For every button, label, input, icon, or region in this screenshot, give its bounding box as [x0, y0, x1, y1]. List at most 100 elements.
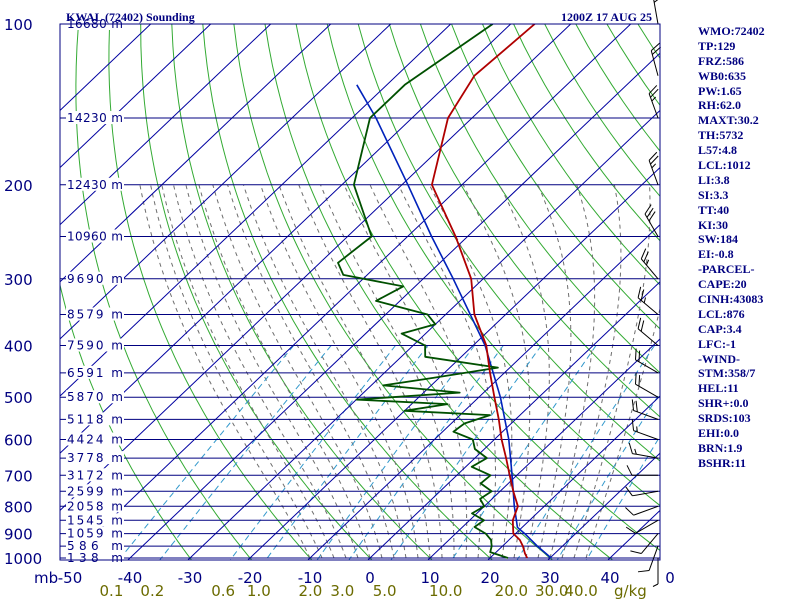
height-label-bg: [66, 338, 124, 352]
index-item: LI:3.8: [698, 172, 730, 187]
height-label-bg: [66, 390, 124, 404]
height-label: 5118 m: [67, 412, 123, 426]
dry-adiabat-line: [60, 282, 193, 560]
dry-adiabat-line: [482, 24, 660, 286]
index-item: SHR+:0.0: [698, 396, 749, 411]
dry-adiabat-line: [108, 24, 313, 560]
isotherm-line: [487, 395, 660, 560]
index-item: TP:129: [698, 38, 736, 53]
pressure-tick-label: 500: [4, 389, 33, 407]
wind-barb: [630, 533, 659, 555]
wind-barb: [631, 419, 659, 440]
height-label: 10960 m: [67, 229, 123, 243]
temperature-tick-label: 40: [600, 569, 619, 587]
isotherm-line: [60, 24, 272, 226]
mixing-ratio-line: [585, 435, 660, 560]
mixing-ratio-line: [390, 345, 542, 560]
height-label: 2058 m: [67, 499, 123, 513]
barb-staff: [640, 258, 659, 280]
mixing-ratio-tick-label: 0.1: [100, 582, 124, 600]
barb-flag: [631, 419, 635, 431]
wind-barb: [625, 486, 659, 497]
isotherm-line: [60, 24, 392, 340]
index-item: LCL:1012: [698, 158, 751, 173]
barb-flag: [650, 88, 659, 98]
mixing-ratio-tick-label: 10.0: [429, 582, 462, 600]
dry-adiabat-line: [451, 24, 660, 330]
height-label: 1545 m: [67, 513, 123, 527]
barb-flag: [638, 350, 641, 362]
barb-flag: [650, 42, 660, 51]
index-item: SI:3.3: [698, 187, 729, 202]
wind-barb: [631, 399, 659, 420]
height-label: 9690 m: [67, 272, 123, 286]
wind-barb: [652, 558, 659, 587]
moist-adiabat-line: [462, 184, 531, 559]
height-label: 12430 m: [67, 178, 123, 192]
pressure-tick-label: 300: [4, 271, 33, 289]
mixing-ratio-line: [118, 345, 295, 560]
mixing-ratio-line: [316, 345, 475, 560]
index-item: SW:184: [698, 232, 739, 247]
index-item: CAPE:20: [698, 277, 747, 292]
dry-adiabat-line: [575, 24, 660, 152]
index-item: RH:62.0: [698, 98, 741, 113]
wind-barb: [644, 204, 659, 237]
temperature-tick-label: -40: [118, 569, 143, 587]
temperature-trace: [431, 24, 536, 559]
barb-flag: [626, 465, 633, 476]
barb-staff: [644, 213, 659, 237]
wind-barb: [634, 348, 659, 374]
barb-flag: [653, 0, 664, 3]
isotherm-line: [307, 223, 660, 560]
barb-staff: [633, 410, 659, 420]
sounding-profiles: [337, 24, 552, 559]
pressure-tick-label: 1000: [4, 550, 42, 568]
temperature-tick-label: 0: [665, 569, 675, 587]
barb-flag: [637, 286, 642, 298]
dry-adiabat-line: [793, 24, 800, 569]
dry-adiabat-line: [326, 24, 660, 507]
height-label-bg: [66, 365, 124, 379]
height-label-bg: [66, 432, 124, 446]
dry-adiabat-line: [171, 24, 433, 560]
barb-staff: [635, 359, 659, 374]
moist-adiabat-line: [343, 184, 468, 559]
barb-flag: [634, 348, 637, 360]
mixing-ratio-tick-label: 1.0: [247, 582, 271, 600]
temperature-tick-label: -20: [238, 569, 263, 587]
isotherm-line: [67, 24, 632, 560]
barb-flag: [640, 320, 645, 332]
wind-barb: [637, 317, 659, 346]
mixing-ratio-line: [516, 345, 655, 560]
barb-flag: [644, 204, 652, 215]
temperature-tick-label: 20: [480, 569, 499, 587]
pressure-tick-label: 800: [4, 498, 33, 516]
index-item: LFC:-1: [698, 336, 736, 351]
index-item: MAXT:30.2: [698, 113, 759, 128]
dry-adiabat-line: [264, 24, 614, 560]
isotherm-line: [247, 166, 660, 560]
pressure-tick-label: 700: [4, 467, 33, 485]
barb-flag: [650, 155, 659, 165]
barb-staff: [637, 328, 659, 346]
index-item: WB0:635: [698, 68, 746, 83]
wind-barb: [634, 373, 659, 398]
isotherm-line: [187, 109, 660, 560]
sounding-time: 1200Z 17 AUG 25: [561, 10, 653, 24]
height-label: 3778 m: [67, 451, 123, 465]
pressure-unit-label: mb: [34, 569, 58, 587]
plot-frame: [59, 23, 661, 561]
temperature-tick-label: 30: [540, 569, 559, 587]
index-item: EHI:0.0: [698, 426, 740, 441]
moist-adiabat-line: [428, 184, 513, 559]
dry-adiabat-line: [233, 24, 554, 560]
barb-staff: [632, 453, 659, 459]
barb-half: [645, 259, 650, 266]
barb-half: [634, 448, 637, 455]
mixing-ratio-line: [229, 345, 396, 560]
index-item: STM:358/7: [698, 366, 756, 381]
moist-adiabat-line: [243, 184, 407, 559]
mixing-ratio-tick-label: 5.0: [373, 582, 397, 600]
